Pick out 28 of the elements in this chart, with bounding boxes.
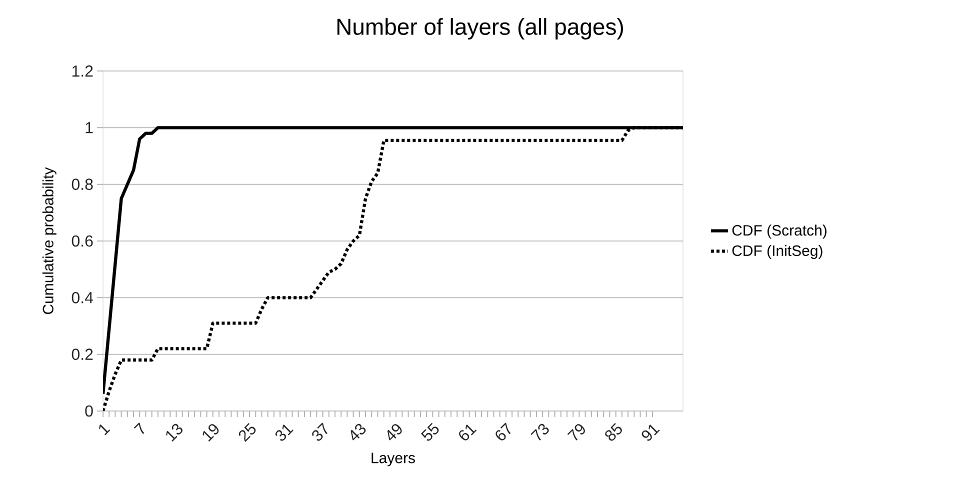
x-tick-label: 7 [134, 422, 144, 434]
x-tick-label: 85 [605, 423, 622, 441]
y-tick-label: 0 [85, 405, 93, 417]
y-tick-label: 0.2 [72, 348, 93, 360]
x-tick-label: 79 [567, 424, 585, 440]
chart-title: Number of layers (all pages) [337, 18, 623, 40]
y-tick-label: 1 [86, 122, 93, 134]
x-tick-label: 55 [421, 422, 439, 441]
legend-label: CDF (InitSeg) [732, 244, 822, 259]
x-tick-label: 43 [350, 424, 366, 440]
y-tick-label: 1.2 [72, 65, 93, 77]
x-tick-label: 67 [496, 422, 511, 440]
x-tick-label: 1 [99, 424, 110, 436]
x-tick-label: 73 [530, 424, 549, 440]
x-tick-label: 37 [312, 422, 328, 441]
y-axis-title: Cumulative probability [42, 167, 56, 314]
x-tick-label: 19 [202, 424, 219, 442]
x-tick-label: 49 [387, 424, 402, 440]
x-tick-label: 25 [238, 423, 256, 442]
y-tick-label: 0.4 [72, 292, 94, 304]
legend-label: CDF (Scratch) [732, 224, 826, 239]
y-tick-label: 0.6 [72, 235, 93, 247]
x-tick-label: 13 [166, 424, 183, 442]
x-tick-label: 31 [275, 424, 294, 441]
x-tick-label: 91 [642, 424, 660, 441]
x-axis-title: Layers [372, 452, 415, 466]
x-tick-label: 61 [459, 424, 477, 440]
y-tick-label: 0.8 [72, 178, 93, 190]
